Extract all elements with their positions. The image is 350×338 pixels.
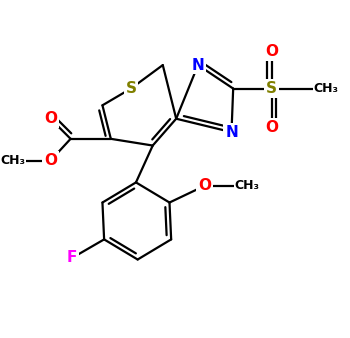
Text: S: S — [266, 81, 277, 96]
Text: CH₃: CH₃ — [235, 179, 260, 192]
Text: N: N — [191, 57, 204, 73]
Text: O: O — [44, 111, 57, 126]
Text: N: N — [225, 125, 238, 140]
Text: O: O — [265, 44, 278, 59]
Text: O: O — [265, 120, 278, 135]
Text: F: F — [67, 250, 77, 265]
Text: CH₃: CH₃ — [0, 154, 25, 167]
Text: CH₃: CH₃ — [314, 82, 339, 95]
Text: O: O — [44, 153, 57, 168]
Text: O: O — [198, 178, 211, 193]
Text: S: S — [125, 81, 136, 96]
